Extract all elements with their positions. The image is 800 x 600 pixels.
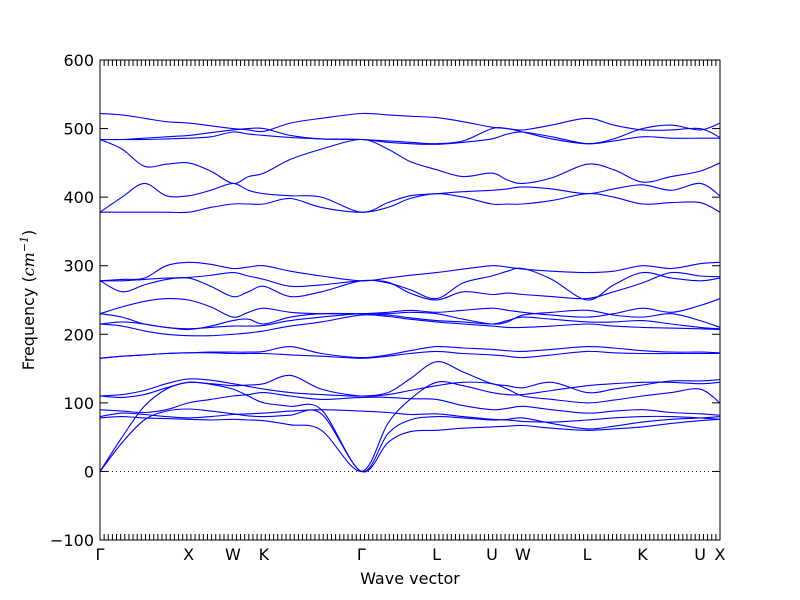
x-tick-label: Γ bbox=[357, 545, 366, 564]
y-tick-label: −100 bbox=[50, 531, 94, 550]
band-line-7 bbox=[99, 361, 721, 397]
band-line-15 bbox=[99, 271, 721, 301]
band-line-14 bbox=[99, 267, 721, 301]
y-axis-label: Frequency (cm−1) bbox=[18, 230, 38, 371]
x-tick-label: K bbox=[637, 545, 648, 564]
band-line-5 bbox=[99, 392, 721, 416]
band-line-10 bbox=[99, 314, 721, 337]
x-tick-label: W bbox=[515, 545, 531, 564]
y-axis-label-unit: cm bbox=[19, 252, 38, 276]
band-line-16 bbox=[99, 261, 721, 282]
y-axis-ticks: −100 0 100 200 300 400 500 600 bbox=[50, 51, 720, 550]
x-tick-label: U bbox=[694, 545, 706, 564]
y-tick-label: 300 bbox=[63, 257, 94, 276]
band-line-6 bbox=[99, 374, 721, 404]
band-line-3 bbox=[99, 381, 721, 472]
x-axis-label: Wave vector bbox=[360, 569, 460, 588]
band-line-1 bbox=[99, 408, 721, 473]
y-axis-label-suffix: ) bbox=[19, 230, 38, 236]
x-tick-label: W bbox=[225, 545, 241, 564]
band-line-4 bbox=[99, 409, 721, 423]
y-tick-label: 200 bbox=[63, 325, 94, 344]
band-line-19 bbox=[99, 138, 721, 184]
band-line-17 bbox=[100, 193, 721, 214]
x-tick-label: X bbox=[715, 545, 726, 564]
y-tick-label: 500 bbox=[63, 120, 94, 139]
band-line-2 bbox=[99, 381, 721, 472]
y-tick-label: 600 bbox=[63, 51, 94, 70]
y-axis-label-exponent: −1 bbox=[18, 236, 31, 252]
x-tick-label: L bbox=[432, 545, 441, 564]
band-line-21 bbox=[99, 117, 721, 145]
band-line-12 bbox=[99, 309, 721, 331]
band-line-13 bbox=[99, 297, 721, 318]
x-tick-label: L bbox=[583, 545, 592, 564]
band-lines bbox=[99, 112, 721, 473]
y-tick-label: 100 bbox=[63, 394, 94, 413]
band-line-9 bbox=[99, 345, 721, 359]
y-tick-label: 0 bbox=[84, 462, 94, 481]
y-tick-label: 400 bbox=[63, 188, 94, 207]
x-tick-label: K bbox=[259, 545, 270, 564]
x-tick-label: X bbox=[183, 545, 194, 564]
x-tick-label: U bbox=[486, 545, 498, 564]
band-line-20 bbox=[100, 131, 720, 145]
y-axis-label-prefix: Frequency ( bbox=[19, 276, 38, 370]
plot-frame bbox=[99, 59, 721, 541]
band-line-11 bbox=[99, 313, 721, 330]
band-line-22 bbox=[99, 112, 721, 145]
band-line-18 bbox=[99, 182, 721, 213]
x-tick-label: Γ bbox=[96, 545, 105, 564]
